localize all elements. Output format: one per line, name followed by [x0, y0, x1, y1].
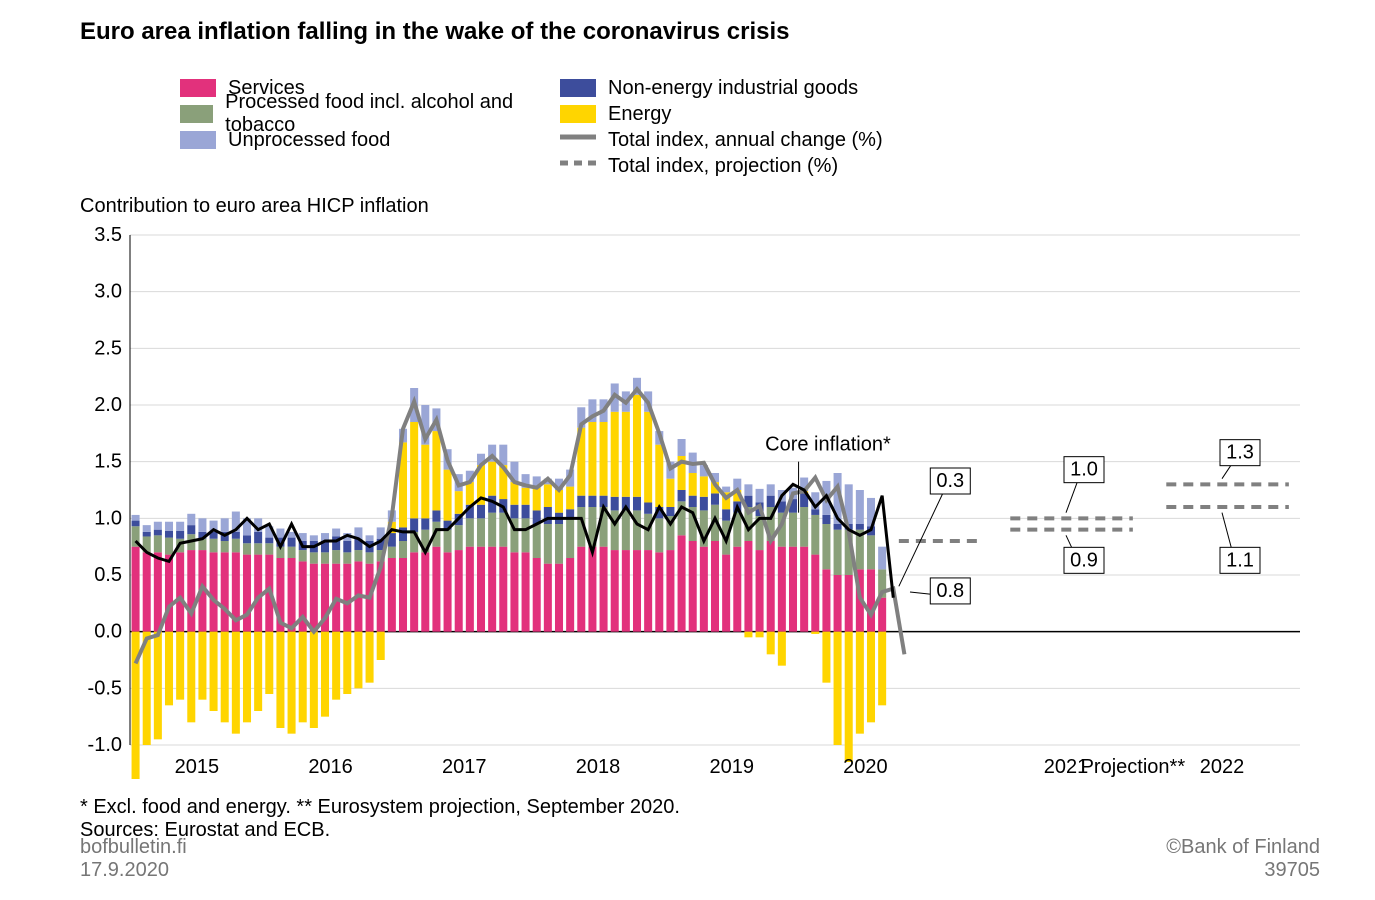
legend-swatch-energy	[560, 105, 596, 123]
svg-text:1.1: 1.1	[1226, 549, 1254, 571]
footer-right: ©Bank of Finland 39705	[1166, 836, 1320, 882]
svg-text:2020: 2020	[843, 756, 888, 778]
legend-swatch-unprocessed	[180, 131, 216, 149]
y-axis-label: Contribution to euro area HICP inflation	[80, 195, 429, 218]
legend-label: Total index, annual change (%)	[608, 129, 883, 152]
legend-swatch-services	[180, 79, 216, 97]
svg-text:2015: 2015	[175, 756, 220, 778]
legend: Services Processed food incl. alcohol an…	[180, 75, 960, 179]
legend-swatch-total-line	[560, 128, 596, 152]
svg-text:0.5: 0.5	[94, 564, 122, 586]
legend-swatch-projection-dash	[560, 154, 596, 178]
legend-label: Unprocessed food	[228, 129, 390, 152]
svg-text:2016: 2016	[308, 756, 353, 778]
footnote-line1: * Excl. food and energy. ** Eurosystem p…	[80, 796, 680, 818]
svg-text:1.0: 1.0	[94, 507, 122, 529]
svg-text:Projection**: Projection**	[1081, 756, 1186, 778]
footer-left: bofbulletin.fi 17.9.2020	[80, 836, 187, 882]
svg-text:1.5: 1.5	[94, 451, 122, 473]
footer-site: bofbulletin.fi	[80, 836, 187, 858]
chart-title: Euro area inflation falling in the wake …	[80, 18, 790, 46]
svg-text:2.0: 2.0	[94, 394, 122, 416]
svg-text:-0.5: -0.5	[88, 677, 122, 699]
svg-text:1.3: 1.3	[1226, 442, 1254, 464]
svg-text:-1.0: -1.0	[88, 734, 122, 756]
footer-date: 17.9.2020	[80, 859, 169, 881]
legend-label: Energy	[608, 103, 671, 126]
chart-area: -1.0 -0.5 0.0 0.5 1.0 1.5 2.0 2.5 3.0 3.5 Core inf…	[80, 225, 1320, 785]
chart-page: { "title": "Euro area inflation falling …	[0, 0, 1375, 900]
legend-label: Total index, projection (%)	[608, 155, 838, 178]
svg-text:1.0: 1.0	[1070, 459, 1098, 481]
legend-swatch-processed	[180, 105, 213, 123]
svg-text:0.8: 0.8	[936, 580, 964, 602]
svg-text:2019: 2019	[709, 756, 754, 778]
legend-label: Non-energy industrial goods	[608, 77, 858, 100]
svg-text:2.5: 2.5	[94, 337, 122, 359]
svg-text:2017: 2017	[442, 756, 487, 778]
svg-text:3.0: 3.0	[94, 281, 122, 303]
legend-swatch-nonenergy	[560, 79, 596, 97]
svg-text:0.0: 0.0	[94, 621, 122, 643]
svg-text:2022: 2022	[1200, 756, 1245, 778]
footer-code: 39705	[1264, 859, 1320, 881]
svg-text:3.5: 3.5	[94, 225, 122, 246]
svg-text:0.3: 0.3	[936, 470, 964, 492]
svg-text:2018: 2018	[576, 756, 621, 778]
svg-text:0.9: 0.9	[1070, 549, 1098, 571]
chart-svg: -1.0 -0.5 0.0 0.5 1.0 1.5 2.0 2.5 3.0 3.5 Core inf…	[80, 225, 1320, 785]
svg-text:Core inflation*: Core inflation*	[765, 433, 891, 455]
